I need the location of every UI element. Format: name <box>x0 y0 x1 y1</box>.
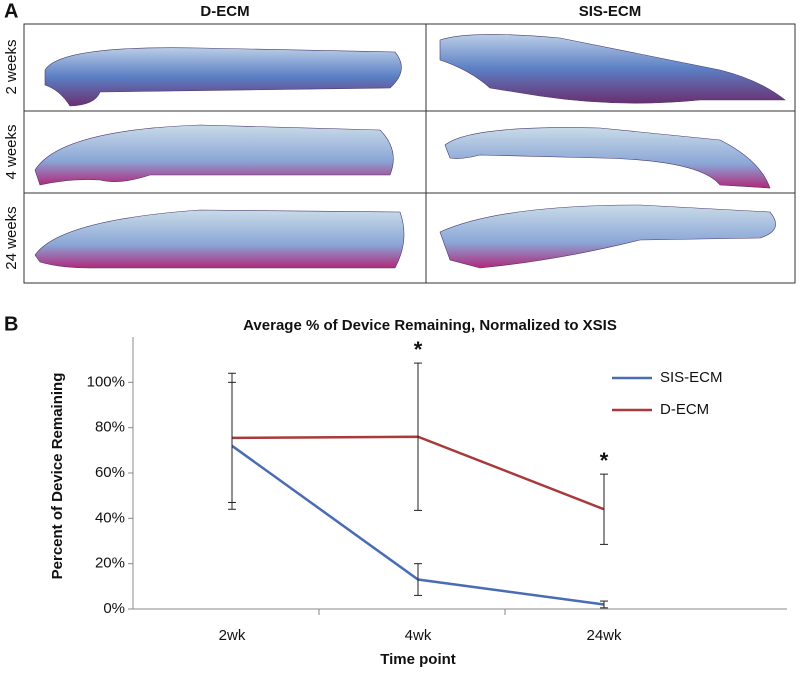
x-tick-label: 24wk <box>586 627 622 644</box>
error-bar <box>600 473 608 545</box>
column-header: SIS-ECM <box>579 3 642 20</box>
x-tick-label: 2wk <box>219 627 246 644</box>
y-tick-label: 20% <box>95 555 125 572</box>
grid-frame <box>23 23 796 284</box>
histology-grid <box>23 23 796 284</box>
y-tick-label: 60% <box>95 464 125 481</box>
x-tick-label: 4wk <box>405 627 432 644</box>
panel-letter: A <box>4 0 18 22</box>
histology-images <box>34 34 786 269</box>
tissue-section <box>34 209 405 269</box>
tissue-section <box>444 127 771 189</box>
row-label: 2 weeks <box>3 39 20 94</box>
legend-label: D-ECM <box>660 401 709 418</box>
error-bar <box>600 600 608 609</box>
tissue-section <box>439 34 786 104</box>
column-header: D-ECM <box>200 3 249 20</box>
tissue-section <box>34 124 394 186</box>
error-bar <box>228 372 236 503</box>
panel-letter: B <box>4 313 18 335</box>
error-bar <box>414 362 422 511</box>
annotation: * <box>600 448 609 473</box>
error-bar <box>414 563 422 596</box>
row-label: 4 weeks <box>3 124 20 179</box>
tissue-section <box>439 204 776 269</box>
y-axis-label: Percent of Device Remaining <box>49 373 66 580</box>
chart-title: Average % of Device Remaining, Normalize… <box>243 317 617 334</box>
legend-label: SIS-ECM <box>660 369 723 386</box>
annotation: * <box>414 337 423 362</box>
y-tick-label: 80% <box>95 419 125 436</box>
y-tick-label: 40% <box>95 509 125 526</box>
tissue-section <box>44 47 402 107</box>
y-tick-label: 100% <box>87 373 125 390</box>
y-tick-label: 0% <box>103 600 125 617</box>
x-axis-label: Time point <box>380 651 456 668</box>
row-label: 24 weeks <box>3 206 20 269</box>
